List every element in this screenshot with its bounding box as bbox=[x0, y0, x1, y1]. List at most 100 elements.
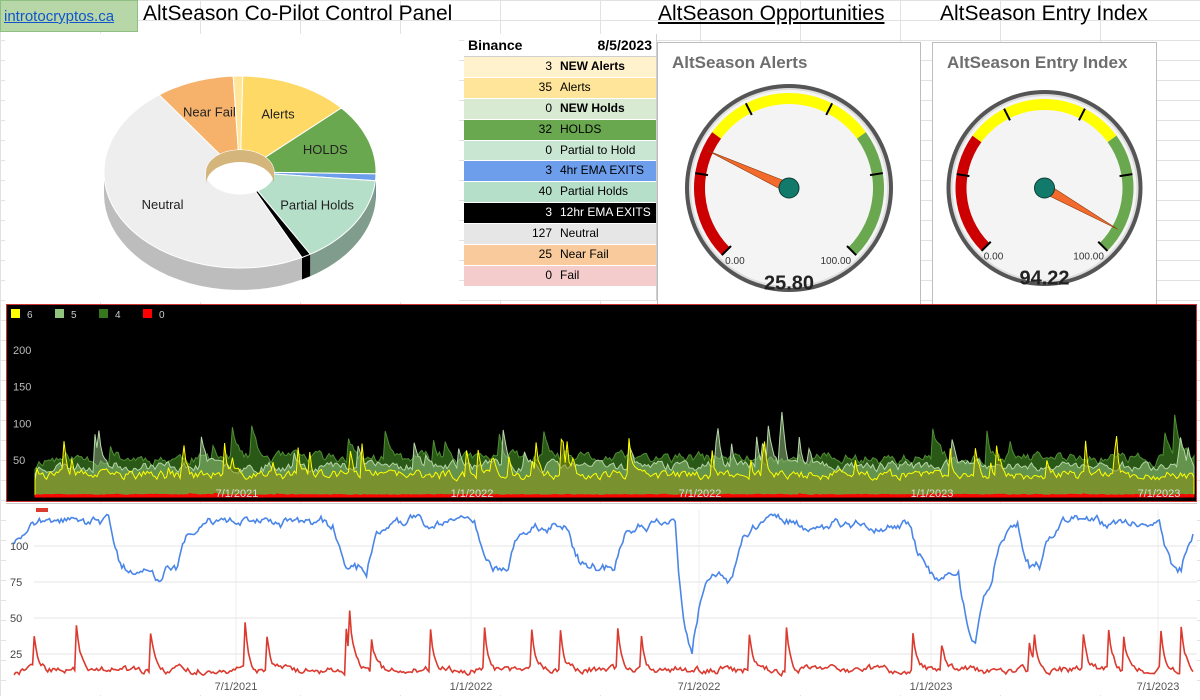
x-tick-label: 1/1/2022 bbox=[451, 488, 494, 500]
gauge-band bbox=[694, 132, 730, 256]
pie-svg: Alerts HOLDS Partial Holds Neutral Near Fail bbox=[103, 75, 377, 290]
table-row: 0 Partial to Hold bbox=[464, 140, 656, 162]
row-count: 0 bbox=[545, 100, 552, 115]
row-count: 0 bbox=[545, 142, 552, 157]
status-pie-chart: Alerts HOLDS Partial Holds Neutral Near Fail bbox=[5, 34, 459, 302]
pie-slice-side bbox=[301, 254, 311, 280]
y-tick-label: 25 bbox=[10, 649, 22, 661]
x-tick-label: 1/1/2022 bbox=[450, 681, 493, 693]
row-count: 3 bbox=[545, 205, 552, 220]
red-line-series bbox=[13, 610, 1194, 677]
entry-index-heading: AltSeason Entry Index bbox=[940, 2, 1148, 25]
legend-swatch bbox=[11, 309, 20, 318]
area-series bbox=[34, 492, 1195, 498]
gauge-band bbox=[848, 132, 884, 256]
row-count: 3 bbox=[545, 59, 552, 73]
row-label: Near Fail bbox=[560, 247, 609, 262]
exchange-label: Binance bbox=[468, 37, 523, 53]
x-tick-label: 7/1/2021 bbox=[216, 488, 259, 500]
gauge-max-label: 100.00 bbox=[1073, 252, 1104, 263]
gauge-band bbox=[955, 135, 990, 251]
gauge-hub bbox=[1034, 177, 1055, 199]
row-label: Fail bbox=[560, 267, 580, 282]
gauge-title: AltSeason Alerts bbox=[672, 53, 808, 72]
page-title: AltSeason Co-Pilot Control Panel bbox=[143, 2, 453, 25]
status-table: Binance 8/5/2023 3 NEW Alerts 35 Alerts 0 NEW… bbox=[464, 34, 657, 300]
legend-swatch bbox=[99, 309, 108, 318]
y-tick-label: 100 bbox=[10, 541, 28, 553]
table-row: 127 Neutral bbox=[464, 224, 656, 246]
row-label: Neutral bbox=[560, 226, 599, 241]
row-label: NEW Holds bbox=[560, 100, 625, 115]
area-series bbox=[34, 436, 1195, 498]
legend-label: 0 bbox=[159, 310, 165, 321]
gauge-tick bbox=[1003, 108, 1011, 121]
gauge-tick bbox=[1097, 241, 1109, 252]
table-row: 3 12hr EMA EXITS bbox=[464, 203, 656, 225]
pie-slice-side bbox=[104, 172, 302, 290]
table-row: 32 HOLDS bbox=[464, 119, 656, 141]
table-row: 40 Partial Holds bbox=[464, 182, 656, 204]
x-tick-label: 7/1/2023 bbox=[1137, 681, 1180, 693]
gauge-band bbox=[1099, 135, 1134, 251]
gauge-value: 94.22 bbox=[1019, 267, 1069, 289]
opportunities-heading[interactable]: AltSeason Opportunities bbox=[658, 2, 885, 25]
y-tick-label: 150 bbox=[13, 382, 31, 394]
pie-slice-label: Neutral bbox=[142, 197, 184, 212]
gauge-tick bbox=[956, 173, 970, 178]
gauge-tick bbox=[825, 102, 834, 116]
table-row: 35 Alerts bbox=[464, 77, 656, 99]
x-tick-label: 7/1/2022 bbox=[678, 681, 721, 693]
gauge-min-label: 0.00 bbox=[984, 252, 1004, 263]
table-row: 0 NEW Holds bbox=[464, 98, 656, 120]
row-label: Partial Holds bbox=[560, 184, 629, 199]
entry-gauge-card: AltSeason Entry Index 0.00 100.00 94.22 bbox=[932, 42, 1157, 308]
alert-history-area-chart: 6 5 4 0 50 100 150 200 7/1/2021 1/1/2022 7/1/2022 1… bbox=[6, 304, 1197, 502]
site-link[interactable]: introtocryptos.ca bbox=[0, 0, 138, 32]
gauge-band bbox=[712, 92, 866, 139]
gauge-tick bbox=[1119, 173, 1133, 178]
table-row: 25 Near Fail bbox=[464, 245, 656, 266]
y-tick-label: 50 bbox=[10, 613, 22, 625]
gauge-tick bbox=[721, 245, 732, 256]
gauge-hub bbox=[778, 177, 800, 199]
x-tick-label: 1/1/2023 bbox=[910, 681, 953, 693]
x-tick-label: 7/1/2021 bbox=[215, 681, 258, 693]
legend-label: 5 bbox=[71, 310, 77, 321]
pie-hole-wall bbox=[206, 150, 274, 184]
gauge-tick bbox=[1078, 108, 1086, 121]
pie-slice-side bbox=[310, 180, 376, 277]
row-label: 12hr EMA EXITS bbox=[560, 205, 651, 220]
alerts-gauge: 0.00 100.00 25.80 bbox=[685, 84, 893, 294]
row-count: 3 bbox=[545, 163, 552, 178]
gauge-title: AltSeason Entry Index bbox=[947, 53, 1128, 72]
pie-slice-label: Partial Holds bbox=[280, 197, 354, 212]
y-tick-label: 50 bbox=[13, 455, 25, 467]
gauge-tick bbox=[869, 172, 883, 177]
row-label: Partial to Hold bbox=[560, 142, 636, 157]
pie-slice-label: Near Fail bbox=[183, 105, 236, 120]
row-label: HOLDS bbox=[560, 121, 602, 136]
legend-label: 4 bbox=[115, 310, 121, 321]
row-count: 0 bbox=[545, 267, 552, 282]
gauge-band bbox=[972, 98, 1117, 143]
pie-slice-label: Alerts bbox=[261, 107, 295, 122]
row-count: 40 bbox=[538, 184, 552, 199]
row-label: NEW Alerts bbox=[560, 59, 625, 73]
legend-label: 6 bbox=[27, 310, 33, 321]
row-count: 35 bbox=[538, 79, 552, 94]
x-tick-label: 7/1/2023 bbox=[1138, 488, 1181, 500]
row-count: 32 bbox=[538, 121, 552, 136]
pie-slice bbox=[232, 75, 244, 151]
table-row: 0 Fail bbox=[464, 265, 656, 287]
legend-swatch bbox=[143, 309, 152, 318]
table-header: Binance 8/5/2023 bbox=[464, 34, 656, 57]
index-history-line-chart: 25 50 75 100 7/1/2021 1/1/2022 7/1/2022 1/1/202… bbox=[6, 503, 1197, 695]
gauge-tick bbox=[980, 241, 992, 252]
alerts-gauge-card: AltSeason Alerts 0.00 100.00 25.80 bbox=[657, 42, 921, 308]
gauge-min-label: 0.00 bbox=[725, 256, 745, 267]
y-tick-label: 100 bbox=[13, 418, 31, 430]
pie-slice-label: HOLDS bbox=[303, 142, 348, 157]
legend-swatch bbox=[36, 508, 48, 512]
gauge-max-label: 100.00 bbox=[821, 256, 852, 267]
